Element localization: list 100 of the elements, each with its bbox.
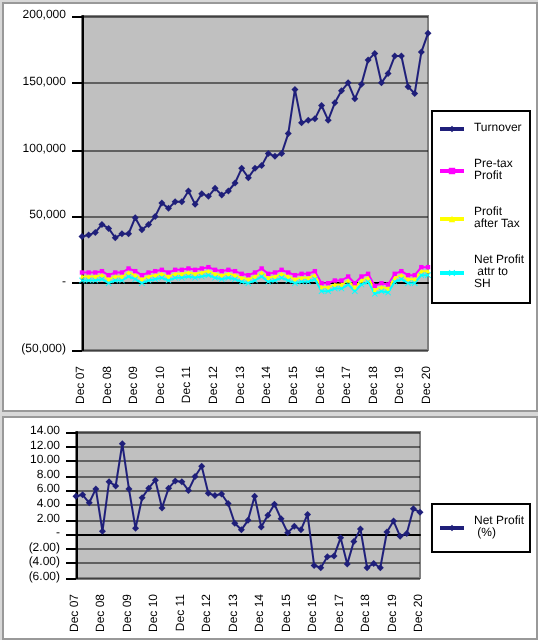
point [105,478,113,486]
point [198,462,206,470]
point [224,187,232,195]
point [91,228,99,236]
point [278,150,286,158]
point [418,272,425,279]
point [165,484,173,492]
point [291,85,299,93]
point [138,226,146,234]
point [231,179,239,187]
point [165,204,172,212]
point [264,511,272,519]
point [178,478,186,486]
point [277,515,285,523]
point [145,220,153,228]
point [98,527,106,535]
point [72,492,80,500]
point [417,48,425,56]
point [351,288,358,295]
point [396,532,404,540]
point [351,95,359,103]
point [118,230,126,238]
point [211,492,219,499]
point [191,200,199,208]
point [184,486,192,494]
point [311,115,319,123]
point [377,79,385,87]
point [391,52,399,60]
point [271,152,279,160]
point [405,280,412,287]
point [224,500,232,508]
point [264,150,272,158]
point [290,522,298,530]
point [92,485,100,493]
point [330,552,338,560]
point [357,80,365,88]
point [304,116,312,124]
point [111,234,119,242]
point [363,564,371,572]
point [344,79,352,87]
point [298,119,306,127]
point [331,99,339,107]
point [237,526,245,534]
point [85,231,93,239]
point [424,29,432,37]
point [318,102,326,110]
point [350,537,358,545]
point [371,49,379,57]
point [252,277,258,284]
point [338,87,345,95]
point [138,280,145,287]
point [297,526,305,534]
point [416,508,424,516]
point [79,277,85,284]
point [356,525,364,533]
point [204,489,212,497]
point [204,192,212,200]
point [364,56,372,64]
point [244,516,252,524]
point [384,69,392,77]
point [171,477,179,485]
point [171,198,179,206]
point [218,490,226,498]
point [158,199,166,207]
point [105,280,112,287]
point [376,564,384,572]
point [270,500,278,508]
point [78,232,86,240]
point [325,288,332,295]
point [98,276,105,283]
point [385,289,392,296]
point [317,564,325,572]
point [411,280,418,287]
point [178,198,186,206]
point [245,280,252,287]
point [231,519,239,527]
point [125,230,133,238]
point [398,276,405,283]
point [152,276,159,283]
point [311,276,318,283]
point [310,562,318,570]
point [184,187,192,195]
point [324,116,332,124]
point [138,494,146,502]
point [383,528,391,536]
point [125,485,133,493]
point [218,191,226,199]
point [411,89,419,97]
point [105,224,113,232]
point [425,272,431,279]
point [232,276,239,283]
point [404,83,412,91]
point [251,492,259,500]
point [211,184,219,192]
point [85,499,93,507]
point [205,272,212,279]
point [291,280,298,287]
point [323,553,331,561]
point [284,529,292,537]
point [98,220,106,228]
